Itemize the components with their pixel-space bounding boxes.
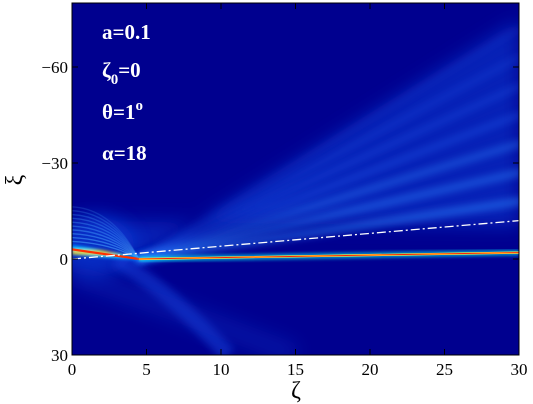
x-axis-label: ζ — [291, 378, 301, 404]
reference-dashdot-line — [72, 219, 519, 260]
x-axis-ticks: 0 5 10 15 20 25 30 — [68, 3, 528, 379]
fan-ray — [136, 83, 519, 262]
diffracted-fan — [135, 26, 519, 263]
fringe-line — [72, 229, 140, 260]
y-axis-ticks: 30 0 −30 −60 — [41, 58, 519, 365]
lower-lobe-outer — [72, 264, 300, 355]
y-tick-label: 0 — [60, 250, 69, 269]
fan-ray — [136, 112, 519, 262]
y-tick-label: −60 — [41, 58, 68, 77]
fan-ray — [137, 55, 519, 261]
x-tick-label: 5 — [142, 360, 151, 379]
fringe-line — [72, 217, 140, 260]
fringe-line — [72, 225, 140, 260]
x-tick-label: 10 — [213, 360, 230, 379]
fringe-line — [72, 209, 140, 260]
x-tick-label: 0 — [68, 360, 77, 379]
annotation-a: a=0.1 — [102, 20, 151, 44]
fan-ray — [135, 197, 519, 263]
annotation-alpha: α=18 — [102, 141, 147, 165]
annotation-zeta0: ζ0=0 — [102, 58, 141, 88]
y-tick-label: 30 — [51, 346, 68, 365]
x-tick-label: 20 — [362, 360, 379, 379]
annotation-theta: θ=1o — [102, 98, 143, 124]
x-tick-label: 30 — [511, 360, 528, 379]
fan-ray — [137, 26, 519, 261]
incident-beam-core — [72, 248, 140, 261]
lower-scatter — [72, 252, 300, 355]
transmitted-beam-core — [139, 252, 519, 260]
fringe-line — [72, 206, 140, 260]
x-tick-label: 25 — [436, 360, 453, 379]
y-tick-label: −30 — [41, 154, 68, 173]
y-axis-label: ξ — [2, 174, 28, 185]
interference-fringes — [72, 206, 140, 260]
x-tick-label: 15 — [287, 360, 304, 379]
fringe-line — [72, 236, 140, 260]
fringe-line — [72, 221, 140, 260]
fan-ray — [136, 140, 519, 262]
fan-ray — [135, 169, 519, 263]
transmitted-beam — [72, 244, 519, 262]
fringe-line — [72, 213, 140, 260]
fringe-line — [72, 233, 140, 260]
